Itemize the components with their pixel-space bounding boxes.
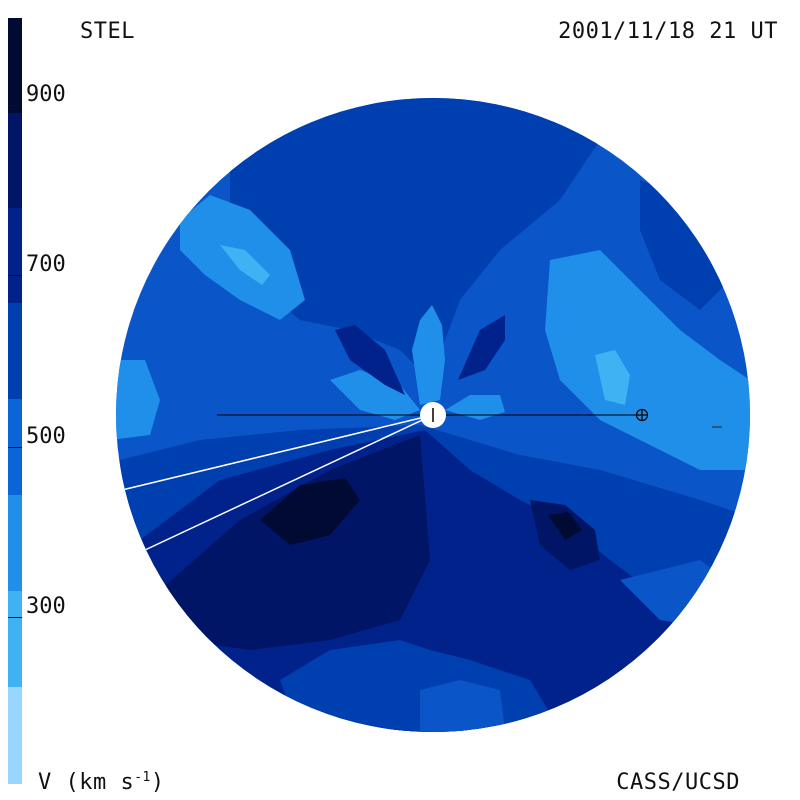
data-gap-line: [144, 414, 434, 551]
colorbar-segment: [8, 113, 22, 208]
contour-left-edge-light: [116, 360, 160, 440]
contour-upper-left-lighter: [220, 245, 270, 285]
colorbar-tick-500: 500: [8, 426, 66, 448]
contour-center-petal-light: [412, 305, 445, 405]
colorbar-tick-700: 700: [8, 254, 66, 276]
colorbar-segment: [8, 303, 22, 399]
earth-icon: [635, 408, 649, 422]
contour-right-lighter: [595, 350, 630, 405]
contour-lower-right-darkest: [548, 512, 582, 540]
colorbar-segment: [8, 208, 22, 303]
contour-center-dark-left: [335, 325, 405, 395]
colorbar-segment: [8, 495, 22, 591]
contour-center-petal-left: [330, 370, 420, 420]
contour-bottom-center-light: [420, 680, 505, 732]
contour-upper-dark: [230, 98, 640, 380]
credit-label: CASS/UCSD: [616, 770, 740, 795]
colorbar-segment: [8, 687, 22, 784]
units-label: V (km s-1): [38, 770, 165, 795]
contour-upper-right-dark: [640, 180, 730, 310]
source-label: STEL: [80, 19, 135, 44]
contour-center-petal-right: [445, 395, 505, 420]
timestamp-label: 2001/11/18 21 UT: [558, 19, 778, 44]
data-gap-line: [121, 414, 434, 491]
sun-icon: [420, 402, 446, 428]
contour-center-dark-right: [458, 315, 505, 380]
colorbar-tick-900: 900: [8, 84, 66, 106]
contour-lower-darkest: [260, 478, 360, 545]
colorbar-tick-300: 300: [8, 596, 66, 618]
colorbar-segment: [8, 591, 22, 687]
colorbar-segment: [8, 18, 22, 113]
